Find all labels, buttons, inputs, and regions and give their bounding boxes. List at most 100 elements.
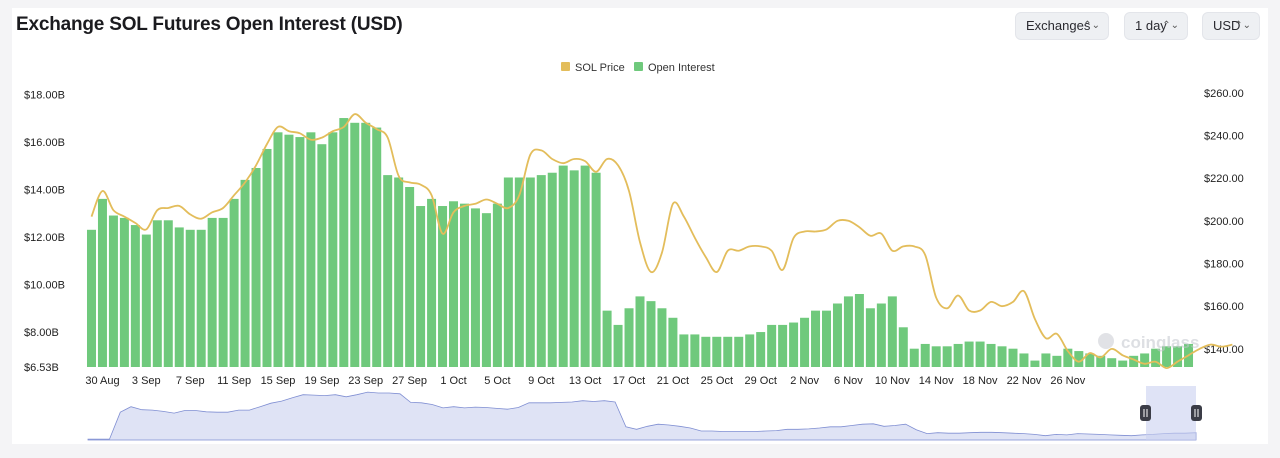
open-interest-bar [876, 303, 886, 367]
y-right-tick-label: $200.00 [1204, 216, 1244, 228]
open-interest-bar [843, 296, 853, 367]
open-interest-bar [470, 208, 480, 367]
x-tick-label: 18 Nov [963, 375, 998, 387]
x-tick-label: 7 Sep [176, 375, 205, 387]
legend-label-open-interest[interactable]: Open Interest [648, 62, 715, 74]
open-interest-bar [822, 310, 831, 367]
open-interest-bar [119, 217, 129, 367]
open-interest-bar [800, 317, 810, 367]
open-interest-bar [295, 137, 305, 367]
x-tick-label: 3 Sep [132, 375, 161, 387]
navigator-selection[interactable] [1146, 386, 1196, 440]
open-interest-bar [723, 336, 733, 367]
navigator-right-handle[interactable] [1191, 405, 1202, 421]
open-interest-bar [317, 144, 327, 367]
open-interest-bar [284, 134, 294, 367]
y-right-tick-label: $160.00 [1204, 301, 1244, 313]
open-interest-bar [1008, 348, 1018, 367]
open-interest-bar [273, 132, 283, 367]
open-interest-bar [613, 324, 623, 367]
open-interest-bar [1030, 360, 1040, 367]
open-interest-bar [372, 127, 382, 367]
open-interest-bar [745, 334, 755, 367]
legend-label-sol-price[interactable]: SOL Price [575, 62, 625, 74]
legend-swatch-open-interest [634, 62, 643, 71]
x-tick-label: 25 Oct [701, 375, 733, 387]
open-interest-bar [481, 213, 491, 367]
open-interest-bar [492, 203, 502, 367]
open-interest-bar [1041, 353, 1051, 367]
open-interest-bar [701, 336, 711, 367]
open-interest-bar [690, 334, 700, 367]
open-interest-bar [580, 165, 590, 367]
x-tick-label: 13 Oct [569, 375, 601, 387]
y-left-tick-label: $16.00B [24, 137, 65, 149]
exchanges-select-label: Exchanges [1026, 18, 1091, 33]
updown-chevron-icon: ⌃⌄ [1162, 20, 1179, 31]
open-interest-bar [1074, 351, 1084, 367]
open-interest-bar [679, 334, 689, 367]
open-interest-bar [646, 301, 656, 367]
x-tick-label: 19 Sep [304, 375, 339, 387]
x-tick-label: 17 Oct [613, 375, 645, 387]
open-interest-bar [536, 175, 546, 367]
legend: SOL Price Open Interest [561, 62, 715, 74]
currency-select-label: USD [1213, 18, 1241, 33]
y-right-tick-label: $220.00 [1204, 173, 1244, 185]
x-tick-label: 14 Nov [919, 375, 954, 387]
open-interest-bar [207, 217, 217, 367]
open-interest-bar [141, 234, 151, 367]
x-tick-label: 22 Nov [1007, 375, 1042, 387]
x-tick-label: 26 Nov [1050, 375, 1085, 387]
open-interest-bar [1173, 346, 1183, 367]
open-interest-bars [86, 118, 1194, 367]
x-tick-label: 9 Oct [528, 375, 554, 387]
y-right-tick-label: $260.00 [1204, 88, 1244, 100]
open-interest-bar [306, 132, 316, 367]
open-interest-bar [624, 308, 634, 367]
open-interest-bar [734, 336, 744, 367]
navigator[interactable] [87, 386, 1202, 441]
open-interest-bar [1162, 346, 1172, 367]
open-interest-bar [449, 201, 459, 367]
left-axis: $6.53B $8.00B $10.00B $12.00B $14.00B $16.00B… [24, 89, 65, 374]
navigator-left-handle[interactable] [1140, 405, 1151, 421]
open-interest-bar [778, 324, 788, 367]
open-interest-bar [964, 341, 974, 367]
open-interest-bar [185, 229, 195, 367]
watermark: coinglass [1098, 333, 1199, 352]
sol-price-line [90, 113, 1233, 369]
open-interest-bar [1118, 360, 1128, 367]
y-right-tick-label: $140.00 [1204, 344, 1244, 356]
x-tick-label: 27 Sep [392, 375, 427, 387]
open-interest-bar [865, 308, 875, 367]
y-left-tick-label: $8.00B [24, 327, 59, 339]
open-interest-bar [1052, 355, 1062, 367]
open-interest-bar [361, 122, 371, 367]
x-tick-label: 1 Oct [440, 375, 466, 387]
open-interest-bar [218, 217, 228, 367]
open-interest-bar [931, 346, 941, 367]
open-interest-bar [887, 296, 897, 367]
open-interest-bar [262, 148, 272, 367]
open-interest-bar [438, 206, 448, 367]
open-interest-bar [229, 198, 239, 367]
currency-select[interactable]: USD ⌃⌄ [1202, 12, 1260, 40]
open-interest-bar [383, 175, 393, 367]
y-right-tick-label: $180.00 [1204, 259, 1244, 271]
y-left-tick-label: $12.00B [24, 232, 65, 244]
open-interest-bar [503, 177, 513, 367]
x-tick-label: 6 Nov [834, 375, 863, 387]
open-interest-bar [1151, 348, 1161, 367]
open-interest-bar [767, 324, 777, 367]
interval-select[interactable]: 1 day ⌃⌄ [1124, 12, 1188, 40]
exchanges-select[interactable]: Exchanges ⌃⌄ [1015, 12, 1109, 40]
open-interest-bar [789, 322, 799, 367]
open-interest-bar [459, 203, 469, 367]
x-tick-label: 15 Sep [261, 375, 296, 387]
open-interest-bar [920, 343, 930, 367]
y-left-tick-label: $14.00B [24, 184, 65, 196]
navigator-area [87, 391, 1197, 441]
x-tick-label: 21 Oct [657, 375, 689, 387]
open-interest-bar [405, 187, 415, 367]
